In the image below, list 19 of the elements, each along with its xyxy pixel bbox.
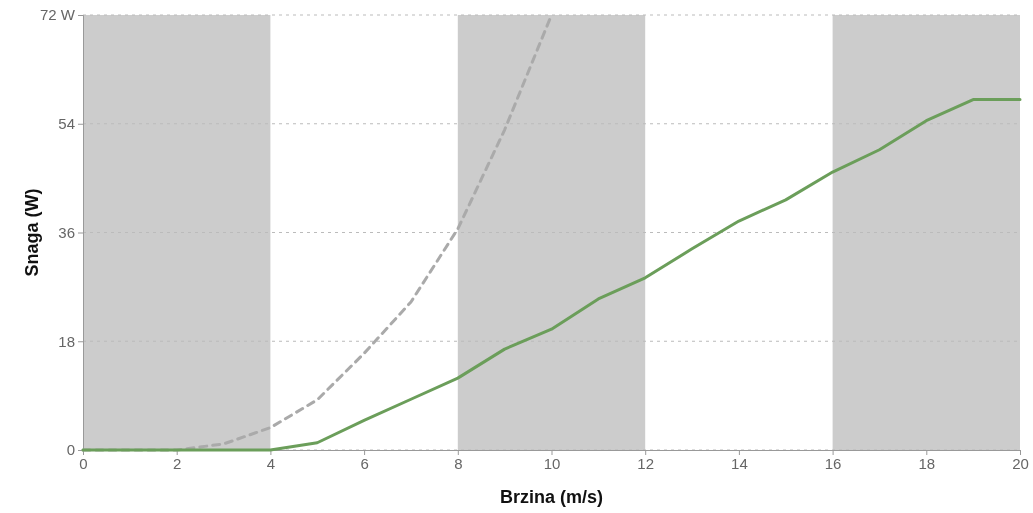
x-tick-label: 12	[637, 454, 655, 472]
x-tick-label: 8	[454, 454, 463, 472]
y-tick-label: 0	[66, 441, 75, 459]
x-tick-label: 4	[266, 454, 276, 472]
x-tick-label: 14	[731, 454, 748, 472]
x-tick-label: 0	[79, 454, 88, 472]
y-tick-label: 36	[58, 223, 75, 241]
x-tick-label: 2	[173, 454, 182, 472]
x-tick-label: 6	[360, 454, 369, 472]
x-axis-title: Brzina (m/s)	[499, 487, 604, 507]
x-tick-label: 16	[824, 454, 842, 472]
x-tick-label: 18	[918, 454, 936, 472]
line-series	[81, 98, 1022, 452]
y-tick-label: 54	[58, 115, 75, 133]
x-tick-label: 10	[543, 454, 561, 472]
x-tick-label: 20	[1012, 454, 1029, 472]
y-tick-label: 72 W	[39, 6, 76, 24]
y-tick-label: 18	[58, 332, 75, 350]
y-axis-title: Snaga (W)	[22, 188, 42, 277]
